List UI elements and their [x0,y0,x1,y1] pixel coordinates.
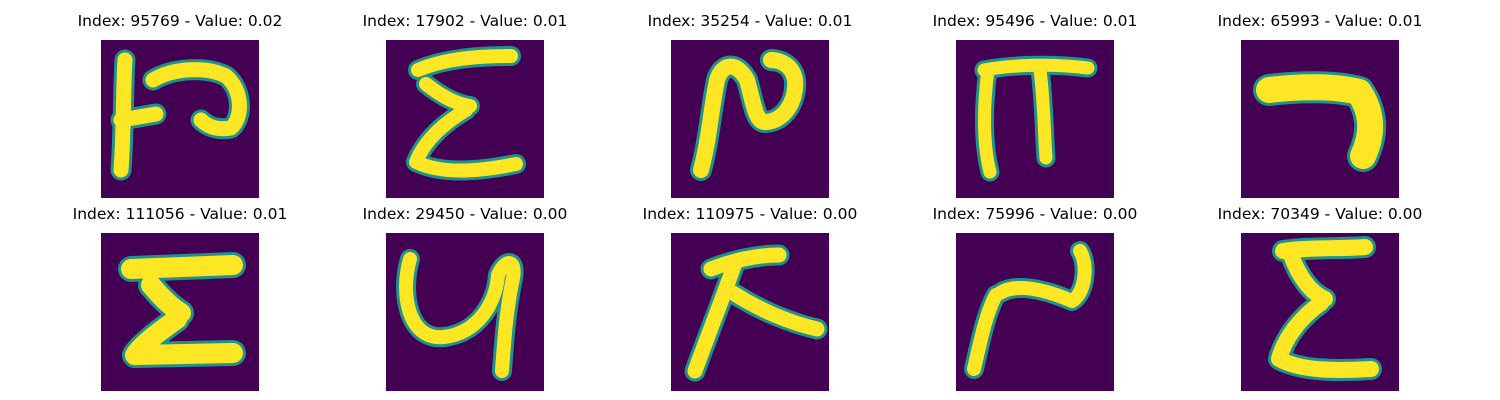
glyph-70349-stroke [1271,295,1379,378]
glyph-111056-stroke [121,255,243,279]
grid-cell: Index: 29450 - Value: 0.00 [315,199,615,391]
glyph-drawing [1268,236,1382,381]
glyph-95769-stroke [113,52,133,178]
digit-image [671,233,829,391]
glyph-95769-stroke [113,106,164,128]
grid-cell: Index: 70349 - Value: 0.00 [1170,199,1470,391]
cell-title: Index: 29450 - Value: 0.00 [362,205,568,223]
cell-title: Index: 111056 - Value: 0.01 [72,205,288,223]
glyph-110975-stroke [703,247,787,277]
grid-cell: Index: 111056 - Value: 0.01 [30,199,330,391]
glyph-65993-stroke [1256,74,1384,169]
glyph-29450-stroke [399,252,521,378]
cell-title: Index: 65993 - Value: 0.01 [1217,12,1423,30]
glyph-17902-stroke [409,103,523,178]
glyph-111056-stroke [125,309,243,365]
digit-image [956,233,1114,391]
cell-title: Index: 70349 - Value: 0.00 [1217,205,1423,223]
glyph-95496-stroke [1033,63,1053,165]
grid-cell: Index: 17902 - Value: 0.01 [315,6,615,198]
grid-cell: Index: 110975 - Value: 0.00 [600,199,900,391]
glyph-75996-stroke [993,244,1092,308]
grid-cell: Index: 95496 - Value: 0.01 [885,6,1185,198]
glyph-drawing [974,55,1098,182]
glyph-drawing [406,46,526,181]
digit-image [1241,233,1399,391]
grid-cell: Index: 95769 - Value: 0.02 [30,6,330,198]
cell-title: Index: 95769 - Value: 0.02 [77,12,283,30]
digit-image [101,233,259,391]
digit-image [101,40,259,198]
glyph-110975-stroke [687,255,743,379]
glyph-95496-stroke [978,63,997,179]
glyph-drawing [964,241,1095,379]
glyph-drawing [690,49,807,181]
glyph-drawing [118,252,246,368]
digit-image [386,40,544,198]
glyph-110975-stroke [725,285,825,337]
glyph-drawing [396,249,524,381]
glyph-95769-stroke [145,62,247,137]
glyph-drawing [684,244,828,382]
glyph-drawing [1253,71,1387,172]
digit-image [386,233,544,391]
cell-title: Index: 75996 - Value: 0.00 [932,205,1138,223]
cell-title: Index: 110975 - Value: 0.00 [642,205,858,223]
digit-image [671,40,829,198]
glyph-75996-stroke [967,288,1003,376]
cell-title: Index: 35254 - Value: 0.01 [647,12,853,30]
glyph-35254-stroke [693,52,804,178]
glyph-drawing [110,49,250,181]
grid-cell: Index: 75996 - Value: 0.00 [885,199,1185,391]
digit-image [1241,40,1399,198]
grid-cell: Index: 65993 - Value: 0.01 [1170,6,1470,198]
glyph-17902-stroke [411,49,518,77]
cell-title: Index: 95496 - Value: 0.01 [932,12,1138,30]
grid-cell: Index: 35254 - Value: 0.01 [600,6,900,198]
cell-title: Index: 17902 - Value: 0.01 [362,12,568,30]
digit-image [956,40,1114,198]
